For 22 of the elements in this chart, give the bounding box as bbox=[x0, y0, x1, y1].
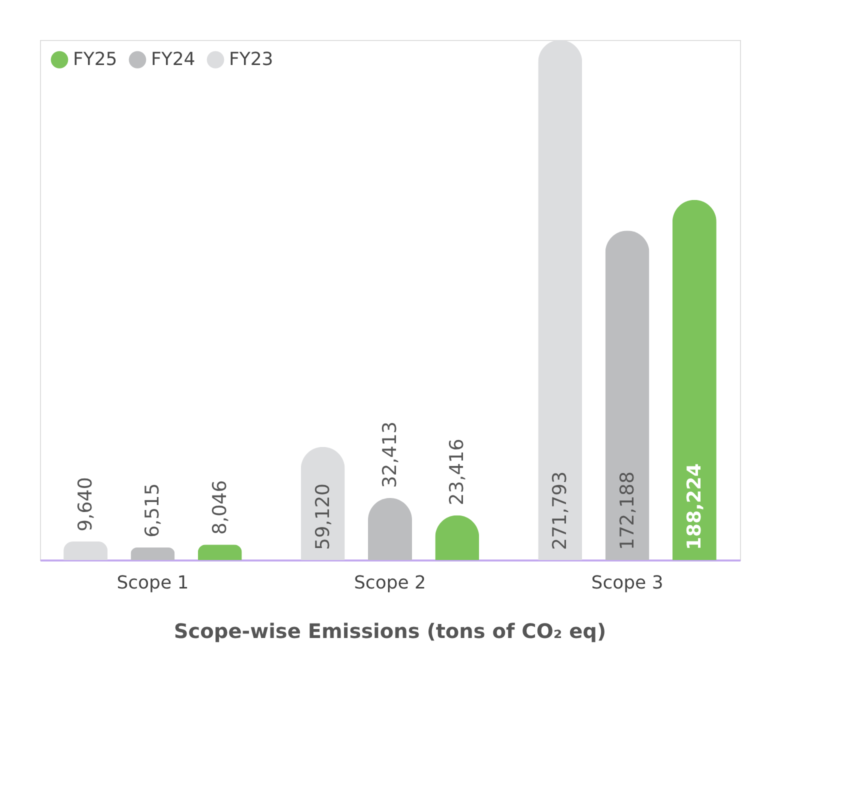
bar bbox=[368, 498, 412, 560]
data-label: 6,515 bbox=[142, 483, 164, 538]
bar bbox=[605, 230, 650, 560]
data-label: 188,224 bbox=[683, 463, 706, 550]
bar bbox=[64, 542, 108, 560]
data-label: 23,416 bbox=[446, 438, 468, 506]
x-tick-label: Scope 1 bbox=[116, 572, 189, 594]
data-label: 172,188 bbox=[616, 471, 638, 550]
legend-label: FY24 bbox=[151, 48, 196, 70]
legend-label: FY23 bbox=[229, 48, 274, 70]
bar bbox=[130, 548, 175, 560]
bar bbox=[198, 544, 242, 560]
bar bbox=[672, 200, 716, 560]
legend-label: FY25 bbox=[73, 48, 118, 70]
x-tick-label: Scope 2 bbox=[354, 572, 426, 594]
data-label: 271,793 bbox=[549, 471, 572, 550]
data-label: 59,120 bbox=[312, 484, 334, 550]
x-tick-label: Scope 3 bbox=[591, 572, 664, 594]
data-label: 8,046 bbox=[208, 480, 231, 535]
data-label: 9,640 bbox=[74, 477, 97, 532]
data-label: 32,413 bbox=[379, 422, 401, 488]
text: Scope-wise Emissions (tons of CO₂ eq) bbox=[174, 619, 606, 643]
